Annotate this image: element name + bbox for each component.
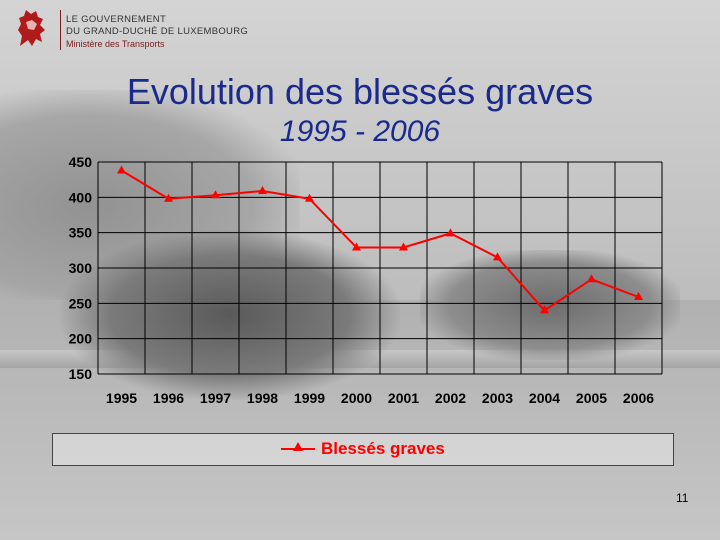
x-tick-label: 1999 — [294, 390, 325, 406]
ministry-name: Ministère des Transports — [66, 39, 165, 49]
data-point-marker — [493, 252, 502, 261]
y-tick-label: 300 — [69, 260, 93, 276]
page-number: 11 — [676, 491, 689, 505]
x-tick-label: 2000 — [341, 390, 372, 406]
slide-subtitle: 1995 - 2006 — [279, 115, 441, 148]
x-tick-label: 1996 — [153, 390, 184, 406]
luxembourg-lion-icon — [18, 10, 45, 46]
x-tick-label: 2005 — [576, 390, 607, 406]
y-tick-label: 450 — [69, 154, 93, 170]
y-tick-label: 250 — [69, 295, 93, 311]
y-tick-label: 150 — [69, 366, 93, 382]
slide-title: Evolution des blessés graves — [126, 71, 594, 112]
triangle-marker-icon — [293, 442, 303, 451]
background-wrecked-car — [60, 230, 400, 400]
data-point-marker — [117, 165, 126, 174]
series-line — [120, 169, 639, 312]
data-point-marker — [258, 185, 267, 194]
government-name-line2: DU GRAND-DUCHÉ DE LUXEMBOURG — [66, 26, 249, 37]
data-point-marker — [587, 274, 596, 283]
data-point-marker — [352, 242, 361, 251]
chart-legend: Blessés graves — [52, 433, 674, 466]
y-tick-label: 350 — [69, 225, 93, 241]
x-tick-label: 2002 — [435, 390, 466, 406]
data-point-marker — [164, 193, 173, 202]
x-tick-label: 2003 — [482, 390, 513, 406]
data-point-marker — [211, 190, 220, 199]
data-point-marker — [305, 193, 314, 202]
government-name-line1: LE GOUVERNEMENT — [66, 14, 167, 25]
x-tick-label: 1997 — [200, 390, 231, 406]
legend-label: Blessés graves — [321, 439, 445, 458]
data-point-marker — [446, 228, 455, 237]
x-tick-label: 2006 — [623, 390, 654, 406]
line-chart: 450 400 350 300 250 200 150 1995 1996 1997 1998 199… — [69, 154, 663, 406]
y-tick-label: 400 — [69, 189, 93, 205]
x-tick-label: 2004 — [529, 390, 560, 406]
government-header: LE GOUVERNEMENT DU GRAND-DUCHÉ DE LUXEMB… — [10, 6, 248, 52]
x-tick-label: 2001 — [388, 390, 419, 406]
header-divider — [60, 10, 61, 50]
data-point-marker — [399, 242, 408, 251]
x-tick-label: 1998 — [247, 390, 278, 406]
data-point-marker — [634, 291, 643, 300]
y-tick-label: 200 — [69, 331, 93, 347]
data-point-marker — [540, 305, 549, 314]
x-tick-label: 1995 — [106, 390, 137, 406]
